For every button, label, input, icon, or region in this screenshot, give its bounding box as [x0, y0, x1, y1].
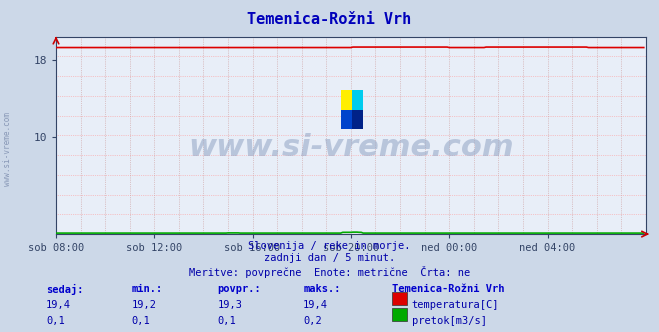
- Text: www.si-vreme.com: www.si-vreme.com: [188, 133, 514, 162]
- Text: zadnji dan / 5 minut.: zadnji dan / 5 minut.: [264, 253, 395, 263]
- Text: 0,1: 0,1: [46, 316, 65, 326]
- Bar: [352, 90, 362, 110]
- Text: 0,1: 0,1: [132, 316, 150, 326]
- Text: 19,2: 19,2: [132, 300, 157, 310]
- Text: min.:: min.:: [132, 284, 163, 294]
- Text: sedaj:: sedaj:: [46, 284, 84, 295]
- Text: temperatura[C]: temperatura[C]: [412, 300, 500, 310]
- Text: 0,1: 0,1: [217, 316, 236, 326]
- Text: www.si-vreme.com: www.si-vreme.com: [3, 113, 13, 186]
- Text: Slovenija / reke in morje.: Slovenija / reke in morje.: [248, 241, 411, 251]
- Text: 19,3: 19,3: [217, 300, 243, 310]
- Bar: [341, 90, 352, 110]
- Text: pretok[m3/s]: pretok[m3/s]: [412, 316, 487, 326]
- Text: Temenica-Rožni Vrh: Temenica-Rožni Vrh: [392, 284, 505, 294]
- Bar: [341, 110, 352, 129]
- Text: 19,4: 19,4: [46, 300, 71, 310]
- Text: Meritve: povprečne  Enote: metrične  Črta: ne: Meritve: povprečne Enote: metrične Črta:…: [189, 266, 470, 278]
- Text: maks.:: maks.:: [303, 284, 341, 294]
- Text: 0,2: 0,2: [303, 316, 322, 326]
- Text: 19,4: 19,4: [303, 300, 328, 310]
- Text: povpr.:: povpr.:: [217, 284, 261, 294]
- Bar: [352, 110, 362, 129]
- Text: Temenica-Rožni Vrh: Temenica-Rožni Vrh: [247, 12, 412, 27]
